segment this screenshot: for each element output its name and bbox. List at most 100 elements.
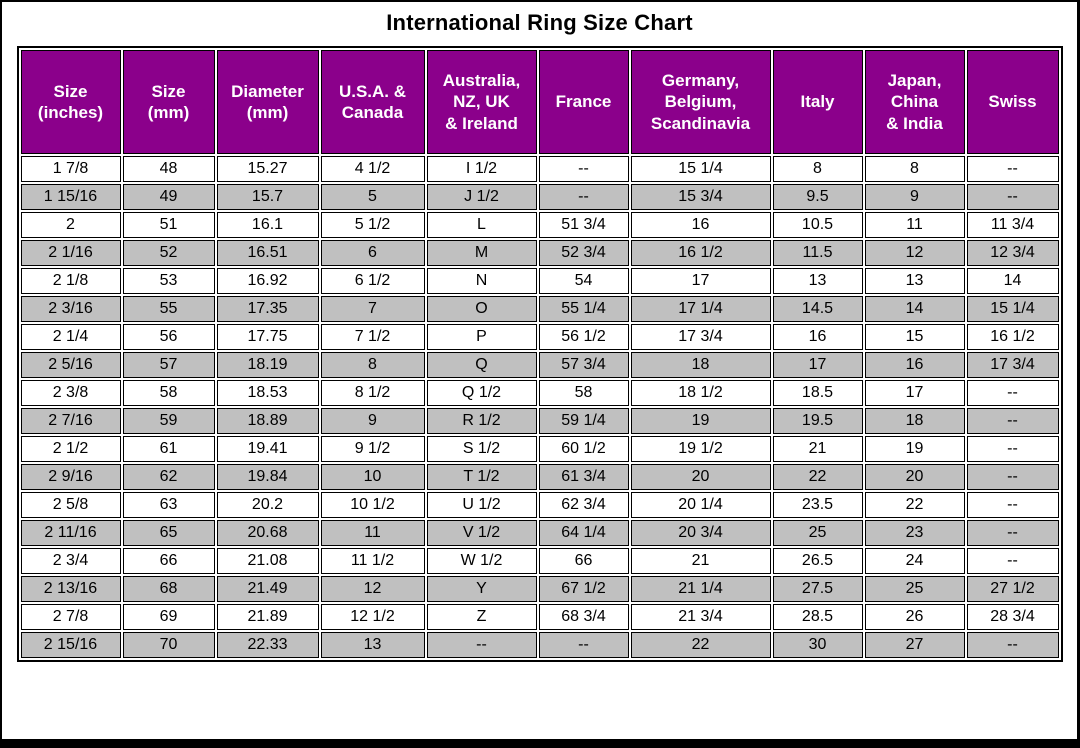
table-cell: 20 xyxy=(864,464,965,490)
table-cell: 17 xyxy=(864,380,965,406)
table-cell: P xyxy=(426,324,537,350)
table-cell: 24 xyxy=(864,548,965,574)
table-cell: 20.2 xyxy=(216,492,319,518)
table-cell: 56 xyxy=(122,324,215,350)
page-title: International Ring Size Chart xyxy=(386,10,693,35)
table-cell: 17 xyxy=(772,352,863,378)
table-row: 1 15/16 49 15.7 5 J 1/2 -- 15 3/4 9.5 9 -- xyxy=(20,184,1059,210)
table-cell: 15 1/4 xyxy=(630,156,771,182)
table-cell: 18 xyxy=(630,352,771,378)
table-cell: Q xyxy=(426,352,537,378)
table-row: 2 1/8 53 16.92 6 1/2 N 54 17 13 13 14 xyxy=(20,268,1059,294)
table-cell: 2 3/8 xyxy=(20,380,121,406)
table-cell: 65 xyxy=(122,520,215,546)
table-cell: 26 xyxy=(864,604,965,630)
table-header-row: Size (inches) Size (mm) Diameter (mm) U.S.A… xyxy=(20,50,1059,154)
table-cell: 22 xyxy=(630,632,771,658)
table-cell: 12 xyxy=(320,576,425,602)
table-cell: 20 3/4 xyxy=(630,520,771,546)
table-cell: Z xyxy=(426,604,537,630)
table-cell: 70 xyxy=(122,632,215,658)
table-row: 2 3/16 55 17.35 7 O 55 1/4 17 1/4 14.5 14 15 1/4 xyxy=(20,296,1059,322)
table-cell: 57 3/4 xyxy=(538,352,629,378)
table-cell: 2 1/16 xyxy=(20,240,121,266)
table-cell: 30 xyxy=(772,632,863,658)
table-cell: T 1/2 xyxy=(426,464,537,490)
table-cell: 20.68 xyxy=(216,520,319,546)
table-cell: 14 xyxy=(966,268,1059,294)
table-cell: O xyxy=(426,296,537,322)
table-cell: 15.7 xyxy=(216,184,319,210)
table-cell: 49 xyxy=(122,184,215,210)
table-cell: 5 1/2 xyxy=(320,212,425,238)
table-cell: 19 1/2 xyxy=(630,436,771,462)
table-cell: 21.89 xyxy=(216,604,319,630)
table-cell: 28 3/4 xyxy=(966,604,1059,630)
table-header: Size (inches) Size (mm) Diameter (mm) U.S.A… xyxy=(20,50,1059,154)
table-cell: 17.35 xyxy=(216,296,319,322)
table-cell: 67 1/2 xyxy=(538,576,629,602)
table-cell: 15.27 xyxy=(216,156,319,182)
table-cell: 8 xyxy=(864,156,965,182)
table-cell: 11 xyxy=(320,520,425,546)
table-cell: 60 1/2 xyxy=(538,436,629,462)
table-cell: 1 7/8 xyxy=(20,156,121,182)
table-cell: 55 xyxy=(122,296,215,322)
table-cell: 2 3/16 xyxy=(20,296,121,322)
table-cell: 22 xyxy=(772,464,863,490)
table-cell: J 1/2 xyxy=(426,184,537,210)
table-cell: 2 9/16 xyxy=(20,464,121,490)
table-cell: 4 1/2 xyxy=(320,156,425,182)
table-cell: 18 1/2 xyxy=(630,380,771,406)
table-row: 2 3/4 66 21.08 11 1/2 W 1/2 66 21 26.5 24 -- xyxy=(20,548,1059,574)
table-cell: 16 xyxy=(864,352,965,378)
table-cell: -- xyxy=(966,436,1059,462)
table-cell: 63 xyxy=(122,492,215,518)
table-cell: 68 3/4 xyxy=(538,604,629,630)
table-cell: 22.33 xyxy=(216,632,319,658)
table-cell: -- xyxy=(966,184,1059,210)
table-cell: 17 xyxy=(630,268,771,294)
table-cell: 20 xyxy=(630,464,771,490)
table-cell: 21 1/4 xyxy=(630,576,771,602)
table-cell: 21.08 xyxy=(216,548,319,574)
column-header: Italy xyxy=(772,50,863,154)
table-cell: 2 13/16 xyxy=(20,576,121,602)
table-cell: 12 1/2 xyxy=(320,604,425,630)
table-cell: 64 1/4 xyxy=(538,520,629,546)
table-cell: 66 xyxy=(538,548,629,574)
table-cell: 68 xyxy=(122,576,215,602)
table-cell: 2 1/8 xyxy=(20,268,121,294)
table-cell: 2 5/16 xyxy=(20,352,121,378)
table-cell: 2 5/8 xyxy=(20,492,121,518)
table-cell: 12 xyxy=(864,240,965,266)
table-cell: 21 xyxy=(772,436,863,462)
table-cell: 8 xyxy=(320,352,425,378)
table-cell: 16 1/2 xyxy=(630,240,771,266)
table-cell: -- xyxy=(538,632,629,658)
table-cell: 22 xyxy=(864,492,965,518)
table-cell: 10.5 xyxy=(772,212,863,238)
table-cell: N xyxy=(426,268,537,294)
table-cell: 62 xyxy=(122,464,215,490)
table-cell: 58 xyxy=(538,380,629,406)
table-row: 2 3/8 58 18.53 8 1/2 Q 1/2 58 18 1/2 18.5 17 -- xyxy=(20,380,1059,406)
table-row: 2 7/8 69 21.89 12 1/2 Z 68 3/4 21 3/4 28.5 26 28 … xyxy=(20,604,1059,630)
table-cell: 15 1/4 xyxy=(966,296,1059,322)
ring-size-table: Size (inches) Size (mm) Diameter (mm) U.S.A… xyxy=(16,46,1063,662)
table-row: 2 5/16 57 18.19 8 Q 57 3/4 18 17 16 17 3/4 xyxy=(20,352,1059,378)
table-cell: 16.1 xyxy=(216,212,319,238)
table-cell: 2 11/16 xyxy=(20,520,121,546)
table-cell: 56 1/2 xyxy=(538,324,629,350)
column-header: Diameter (mm) xyxy=(216,50,319,154)
table-cell: 21 3/4 xyxy=(630,604,771,630)
table-cell: 13 xyxy=(772,268,863,294)
column-header: U.S.A. & Canada xyxy=(320,50,425,154)
table-cell: 19.84 xyxy=(216,464,319,490)
table-cell: 16.92 xyxy=(216,268,319,294)
table-cell: 16 xyxy=(630,212,771,238)
table-cell: 11 1/2 xyxy=(320,548,425,574)
table-cell: -- xyxy=(966,156,1059,182)
table-cell: -- xyxy=(966,464,1059,490)
column-header: Size (inches) xyxy=(20,50,121,154)
